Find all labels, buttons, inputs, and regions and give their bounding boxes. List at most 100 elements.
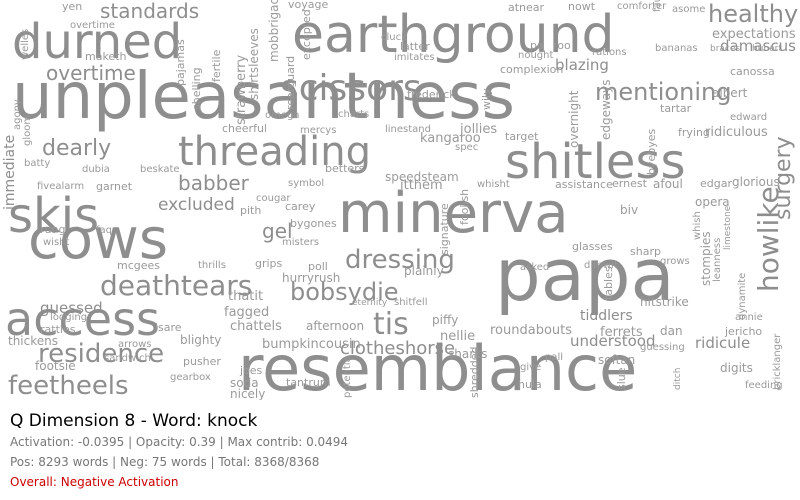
cloud-word: blighty — [180, 333, 221, 347]
cloud-word: whish — [692, 211, 703, 240]
cloud-word: imitates — [394, 52, 435, 63]
cloud-word: gel — [262, 219, 293, 243]
cloud-word: pajamas — [174, 39, 187, 86]
cloud-word: dimwit — [584, 260, 618, 271]
cloud-word: afoul — [653, 177, 683, 191]
overall-activation-label: Overall: Negative Activation — [10, 475, 179, 489]
cloud-word: overnight — [567, 90, 581, 148]
cloud-word: rattles — [40, 323, 76, 336]
cloud-word: guessing — [640, 342, 685, 353]
cloud-word: dubia — [82, 164, 110, 175]
cloud-word: tis — [373, 307, 409, 342]
cloud-word: hula — [518, 378, 542, 391]
cloud-word: cows — [28, 207, 168, 272]
cloud-word: betters — [325, 162, 365, 175]
cloud-word: assistance — [555, 178, 613, 191]
dimension-title: Q Dimension 8 - Word: knock — [10, 411, 258, 431]
cloud-word: asked — [520, 262, 549, 273]
cloud-word: expectations — [712, 27, 796, 42]
cloud-word: mercys — [300, 125, 336, 136]
cloud-word: digits — [720, 361, 753, 375]
cloud-word: mentioning — [595, 78, 731, 106]
cloud-word: beskate — [140, 164, 180, 175]
cloud-word: batty — [24, 158, 50, 169]
cloud-word: wily — [480, 88, 493, 110]
cloud-word: joes — [239, 364, 263, 377]
cloud-word: bricklanger — [772, 333, 783, 390]
cloud-word: ferrets — [600, 325, 643, 340]
cloud-word: surgery — [771, 136, 796, 220]
cloud-word: frying — [678, 126, 710, 139]
cloud-word: thrills — [198, 260, 226, 271]
cloud-word: jericho — [724, 325, 762, 338]
cloud-word: gearbox — [170, 372, 211, 383]
cloud-word: opera — [695, 195, 730, 209]
cloud-word: nicely — [230, 387, 265, 400]
cloud-word: roundabouts — [490, 323, 572, 338]
cloud-word: papa — [495, 233, 675, 317]
cloud-word: immediate — [2, 135, 18, 210]
cloud-word: atnear — [508, 1, 545, 14]
cloud-word: unpleasantness — [12, 60, 515, 134]
cloud-word: tartar — [660, 102, 692, 115]
cloud-word: foolish — [458, 189, 471, 225]
cloud-word: canossa — [730, 65, 775, 78]
cloud-word: ernest — [612, 177, 648, 190]
cloud-word: residence — [38, 339, 164, 369]
cloud-word: potentia — [342, 356, 353, 398]
cloud-word: sharks — [448, 347, 487, 361]
cloud-word: glorious — [732, 175, 780, 189]
cloud-word: overtime — [70, 20, 115, 31]
cloud-word: rations — [592, 47, 627, 58]
cloud-word: lodging — [50, 312, 87, 323]
cloud-word: glasses — [572, 240, 613, 253]
cloud-word: resemblance — [238, 332, 637, 400]
cloud-word: complexion — [500, 63, 563, 76]
activation-stats: Activation: -0.0395 | Opacity: 0.39 | Ma… — [10, 435, 349, 449]
cloud-word: dressing — [345, 245, 455, 275]
cloud-word: access — [5, 292, 160, 346]
cloud-word: bygones — [290, 217, 337, 230]
cloud-word: earthground — [292, 5, 615, 65]
cloud-word: albert — [712, 86, 748, 100]
cloud-word: damascus — [720, 37, 796, 55]
cloud-word: bananas — [655, 43, 698, 54]
cloud-word: rung — [40, 223, 65, 236]
cloud-word: grows — [660, 256, 690, 267]
cloud-word: edgar — [700, 177, 732, 190]
cloud-word: asome — [672, 4, 705, 15]
cloud-word: fagged — [224, 305, 269, 320]
cloud-word: bumpkincousin — [262, 337, 361, 352]
cloud-word: sharp — [630, 245, 661, 258]
cloud-word: faq — [96, 225, 112, 236]
cloud-word: afternoon — [306, 319, 364, 333]
cloud-word: plainly — [404, 264, 444, 278]
cloud-word: ridicule — [695, 334, 750, 352]
cloud-word: blazing — [555, 56, 609, 74]
cloud-word: grips — [255, 257, 283, 270]
cloud-word: speedsteam — [385, 170, 459, 184]
cloud-word: ridiculous — [705, 125, 768, 140]
cloud-word: biv — [620, 203, 638, 217]
cloud-word: minerva — [338, 181, 569, 246]
cloud-word: whisht — [477, 179, 510, 190]
cloud-word: tables — [602, 266, 615, 300]
cloud-word: comforter — [617, 1, 667, 12]
cloud-word: carey — [285, 200, 316, 213]
cloud-word: feeding — [745, 380, 783, 391]
cloud-word: cougar — [256, 193, 291, 204]
cloud-word: slue — [615, 367, 628, 390]
cloud-word: threading — [178, 129, 371, 175]
cloud-word: isare — [155, 321, 182, 334]
cloud-word: nowt — [568, 0, 596, 13]
cloud-word: pith — [240, 204, 261, 217]
cloud-word: dearly — [42, 136, 111, 161]
cloud-word: roo — [553, 39, 571, 52]
cloud-word: strawberry — [234, 54, 249, 125]
cloud-word: babber — [178, 171, 250, 195]
cloud-word: guessed — [40, 299, 103, 317]
cloud-word: cluck — [381, 32, 407, 43]
cloud-word: overtime — [46, 61, 136, 85]
cloud-word: pall — [545, 352, 563, 363]
cloud-word: cheerful — [222, 122, 267, 135]
